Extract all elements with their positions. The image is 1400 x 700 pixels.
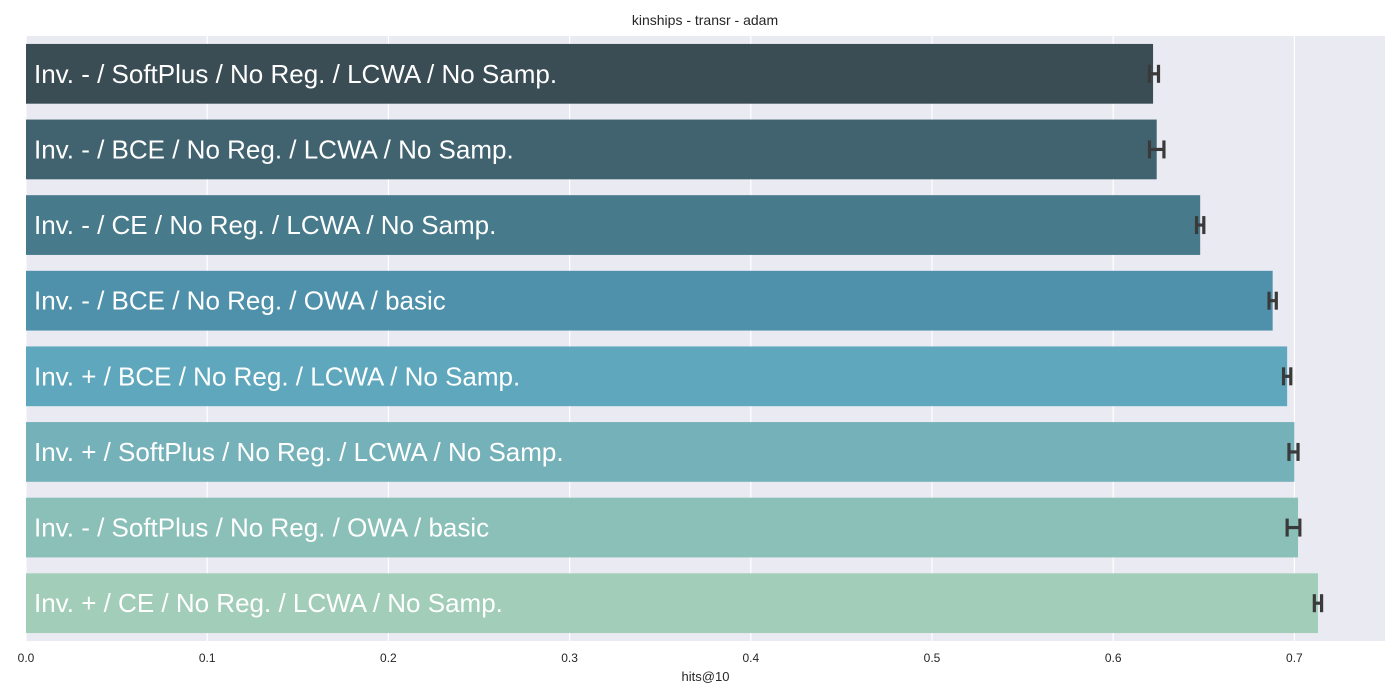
error-bar [1194, 216, 1206, 235]
bar [26, 119, 1157, 180]
x-tick-label: 0.7 [1286, 651, 1303, 665]
bar [26, 497, 1299, 558]
error-bar [1287, 442, 1300, 461]
bar-label: Inv. + / SoftPlus / No Reg. / LCWA / No … [34, 437, 564, 467]
error-bar [1285, 518, 1302, 537]
x-tick-label: 0.2 [380, 651, 397, 665]
bar-label: Inv. - / SoftPlus / No Reg. / LCWA / No … [34, 59, 557, 89]
x-tick-labels: 0.0 0.1 0.2 0.3 0.4 0.5 0.6 0.7 [18, 651, 1303, 665]
bars [26, 43, 1318, 634]
bar [26, 43, 1154, 104]
bar [26, 422, 1295, 482]
bar-label: Inv. - / CE / No Reg. / LCWA / No Samp. [34, 210, 496, 240]
error-bar [1312, 594, 1324, 613]
bar-label: Inv. - / SoftPlus / No Reg. / OWA / basi… [34, 513, 489, 543]
bar [26, 573, 1318, 634]
x-tick-label: 0.4 [742, 651, 759, 665]
x-tick-label: 0.3 [561, 651, 578, 665]
x-tick-label: 0.6 [1105, 651, 1122, 665]
error-bar [1147, 140, 1166, 159]
bar [26, 195, 1201, 255]
bar [26, 270, 1273, 331]
bar-label: Inv. + / BCE / No Reg. / LCWA / No Samp. [34, 361, 520, 391]
x-axis-label: hits@10 [682, 669, 730, 684]
error-bar [1267, 291, 1278, 310]
bar-labels: Inv. - / SoftPlus / No Reg. / LCWA / No … [34, 59, 564, 618]
error-bar [1281, 367, 1293, 386]
bar-label: Inv. - / BCE / No Reg. / LCWA / No Samp. [34, 134, 514, 164]
error-bars [1147, 64, 1324, 613]
chart-title: kinships - transr - adam [631, 12, 779, 28]
bar [26, 346, 1288, 407]
x-tick-label: 0.0 [18, 651, 35, 665]
error-bar [1147, 64, 1161, 83]
x-tick-label: 0.1 [199, 651, 216, 665]
bar-label: Inv. - / BCE / No Reg. / OWA / basic [34, 286, 446, 316]
x-tick-label: 0.5 [924, 651, 941, 665]
bar-label: Inv. + / CE / No Reg. / LCWA / No Samp. [34, 588, 503, 618]
